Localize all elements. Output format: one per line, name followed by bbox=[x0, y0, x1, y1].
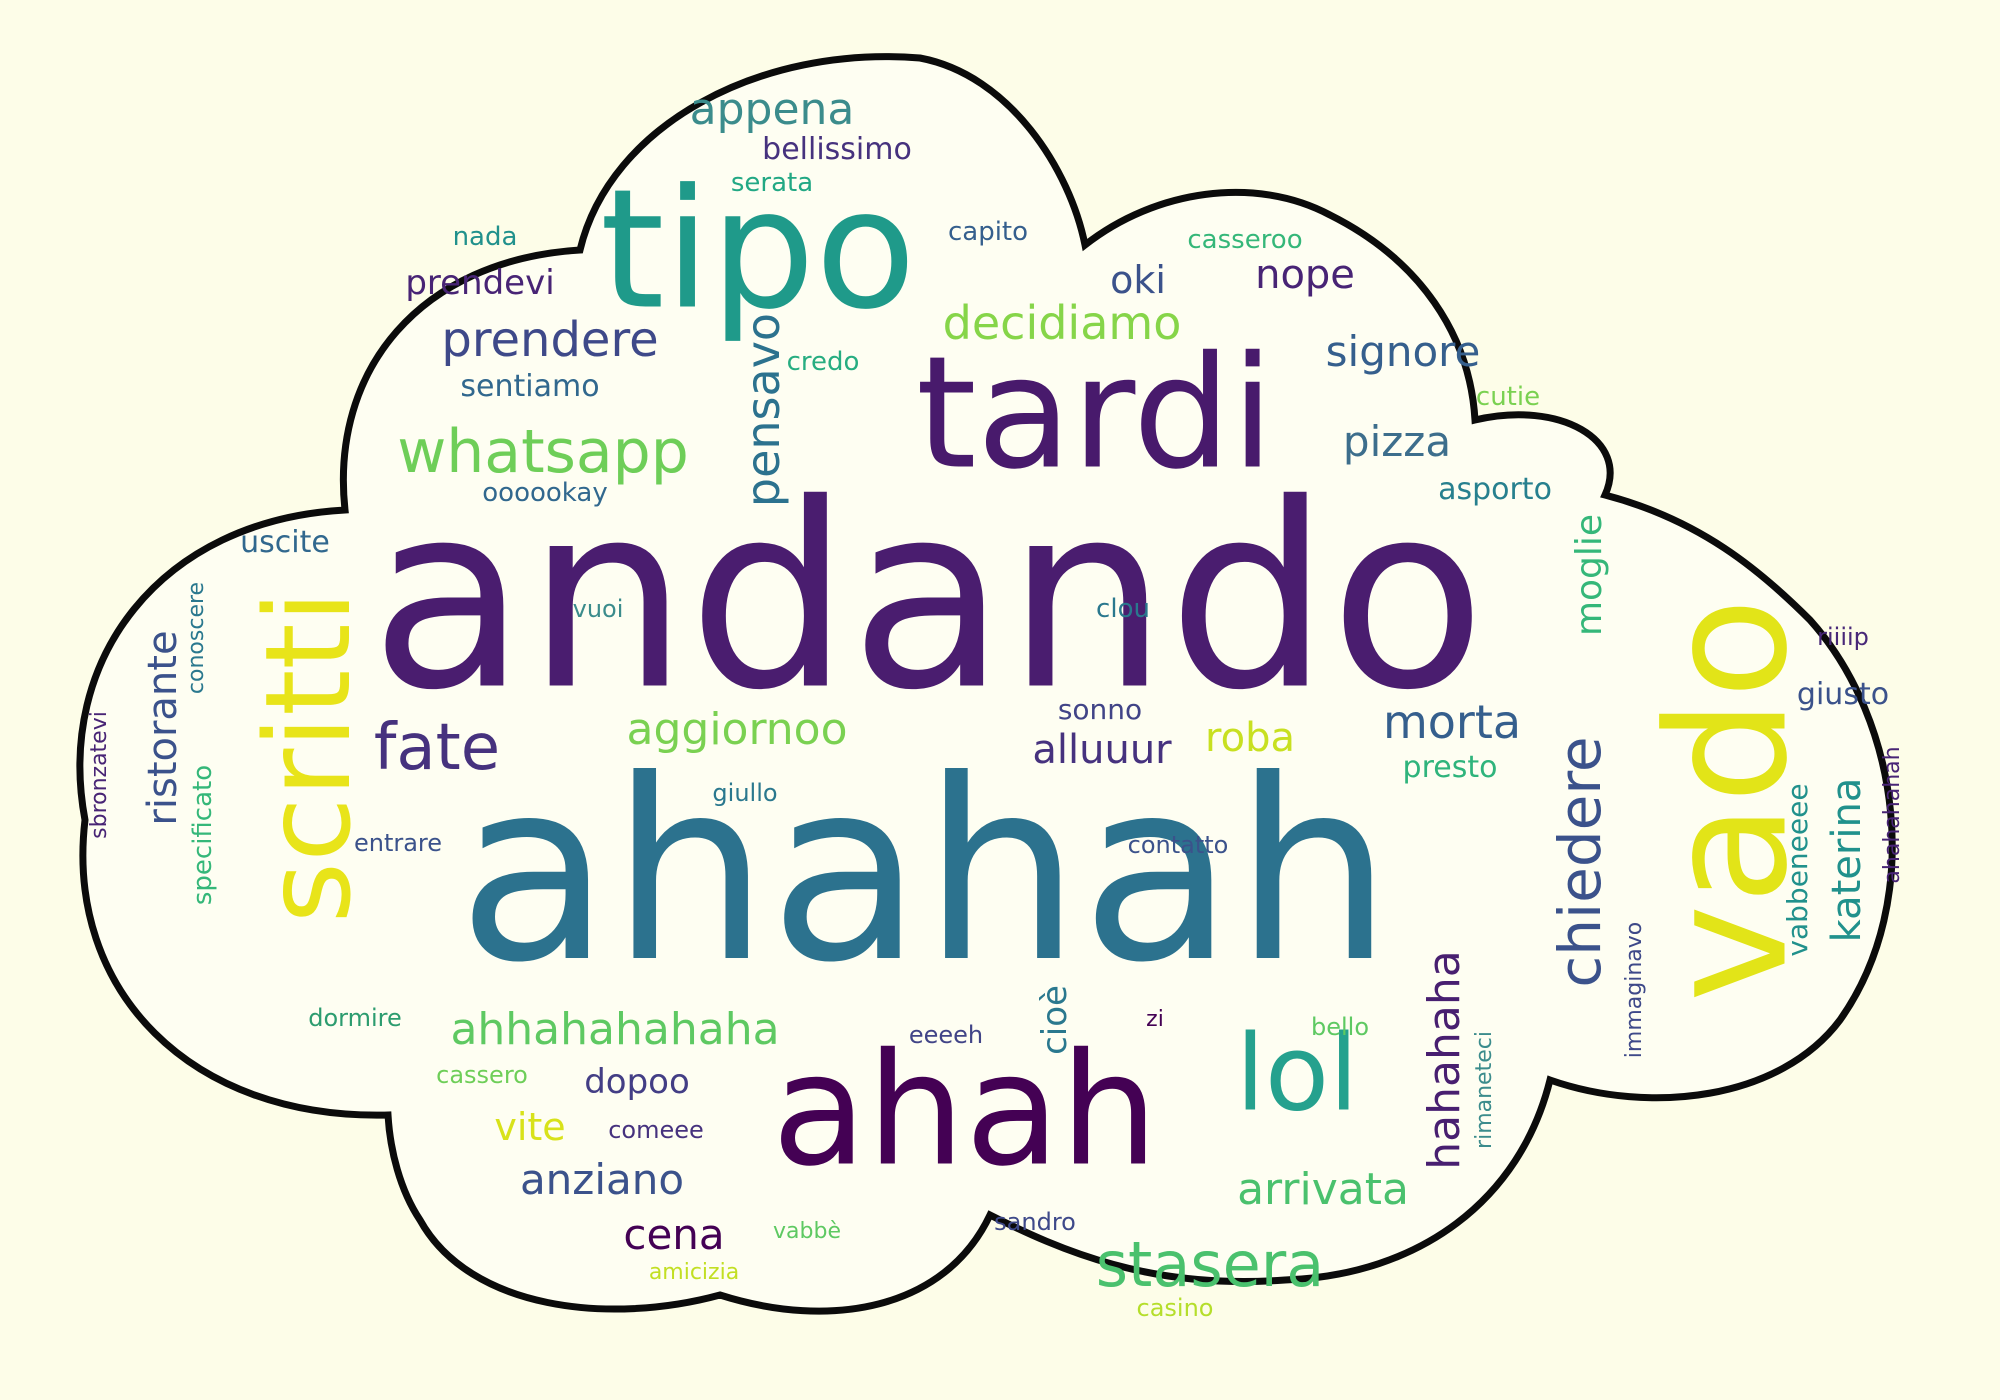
word-decidiamo: decidiamo bbox=[942, 296, 1182, 350]
word-katerina: katerina bbox=[1824, 777, 1870, 943]
word-bellissimo: bellissimo bbox=[762, 132, 912, 167]
word-tipo: tipo bbox=[599, 153, 917, 346]
word-asporto: asporto bbox=[1438, 472, 1552, 507]
word-specificato: specificato bbox=[188, 764, 218, 906]
word-immaginavo: immaginavo bbox=[1622, 921, 1647, 1059]
word-dormire: dormire bbox=[308, 1004, 402, 1032]
word-presto: presto bbox=[1402, 750, 1498, 785]
word-credo: credo bbox=[786, 347, 860, 377]
word-rimaneteci: rimaneteci bbox=[1472, 1031, 1497, 1149]
word-sbronzatevi: sbronzatevi bbox=[87, 711, 112, 839]
word-ahahah: ahahah bbox=[457, 726, 1393, 1017]
word-cioe: cioè bbox=[1035, 985, 1075, 1055]
word-vabbeneeee: vabbeneeee bbox=[1781, 783, 1814, 957]
word-ahah: ahah bbox=[771, 1019, 1159, 1201]
word-hahahaha: hahahaha bbox=[1419, 950, 1470, 1170]
word-dopoo: dopoo bbox=[584, 1062, 690, 1102]
word-lol: lol bbox=[1235, 1012, 1359, 1135]
word-sonno: sonno bbox=[1057, 693, 1143, 726]
word-ahhahahahaha: ahhahahahaha bbox=[450, 1004, 780, 1055]
word-nada: nada bbox=[452, 222, 518, 252]
word-chiedere: chiedere bbox=[1546, 736, 1614, 988]
word-alluuur: alluuur bbox=[1032, 727, 1172, 773]
word-oooookay: oooookay bbox=[482, 478, 608, 508]
word-sandro: sandro bbox=[994, 1208, 1076, 1236]
word-sentiamo: sentiamo bbox=[460, 369, 600, 404]
word-giusto: giusto bbox=[1796, 677, 1890, 712]
word-whatsapp: whatsapp bbox=[397, 417, 689, 487]
word-vuoi: vuoi bbox=[572, 595, 624, 623]
word-clou: clou bbox=[1096, 594, 1150, 624]
word-entrare: entrare bbox=[353, 829, 443, 857]
word-comeee: comeee bbox=[608, 1116, 704, 1144]
word-vabbe: vabbè bbox=[773, 1219, 841, 1244]
word-scritti: scritti bbox=[239, 590, 377, 924]
word-prendevi: prendevi bbox=[405, 263, 555, 303]
word-capito: capito bbox=[947, 217, 1029, 247]
word-stasera: stasera bbox=[1095, 1228, 1325, 1301]
word-nope: nope bbox=[1255, 252, 1355, 298]
word-riiiip: riiiip bbox=[1817, 623, 1869, 651]
word-contatto: contatto bbox=[1127, 831, 1229, 859]
cloud-outline bbox=[76, 53, 1896, 1315]
word-fate: fate bbox=[373, 711, 501, 785]
word-bello: bello bbox=[1310, 1013, 1370, 1041]
word-roba: roba bbox=[1205, 715, 1295, 761]
word-ristorante: ristorante bbox=[140, 630, 186, 826]
word-vite: vite bbox=[494, 1105, 566, 1149]
word-eeeeh: eeeeh bbox=[908, 1021, 984, 1049]
word-morta: morta bbox=[1382, 695, 1522, 749]
word-arrivata: arrivata bbox=[1237, 1164, 1409, 1215]
word-signore: signore bbox=[1325, 327, 1481, 376]
word-zi: zi bbox=[1146, 1007, 1164, 1032]
word-anziano: anziano bbox=[519, 1155, 685, 1204]
word-uscite: uscite bbox=[240, 525, 330, 560]
word-conoscere: conoscere bbox=[184, 581, 209, 695]
word-amicizia: amicizia bbox=[648, 1260, 740, 1285]
word-cutie: cutie bbox=[1475, 382, 1541, 412]
word-casino: casino bbox=[1136, 1294, 1214, 1322]
word-serata: serata bbox=[730, 168, 814, 198]
word-oki: oki bbox=[1110, 258, 1166, 302]
word-aggiornoo: aggiornoo bbox=[626, 704, 848, 755]
word-tardi: tardi bbox=[915, 322, 1275, 504]
word-andando: andando bbox=[370, 449, 1486, 747]
word-appena: appena bbox=[689, 84, 855, 135]
word-casseroo: casseroo bbox=[1187, 225, 1303, 255]
word-giullo: giullo bbox=[712, 779, 778, 807]
word-ahahahahah: ahahahahah bbox=[1880, 746, 1905, 884]
word-pizza: pizza bbox=[1342, 417, 1452, 466]
word-pensavo: pensavo bbox=[736, 312, 790, 508]
word-cassero: cassero bbox=[436, 1061, 528, 1089]
word-moglie: moglie bbox=[1569, 513, 1610, 637]
word-prendere: prendere bbox=[441, 312, 659, 368]
word-cena: cena bbox=[623, 1210, 725, 1259]
